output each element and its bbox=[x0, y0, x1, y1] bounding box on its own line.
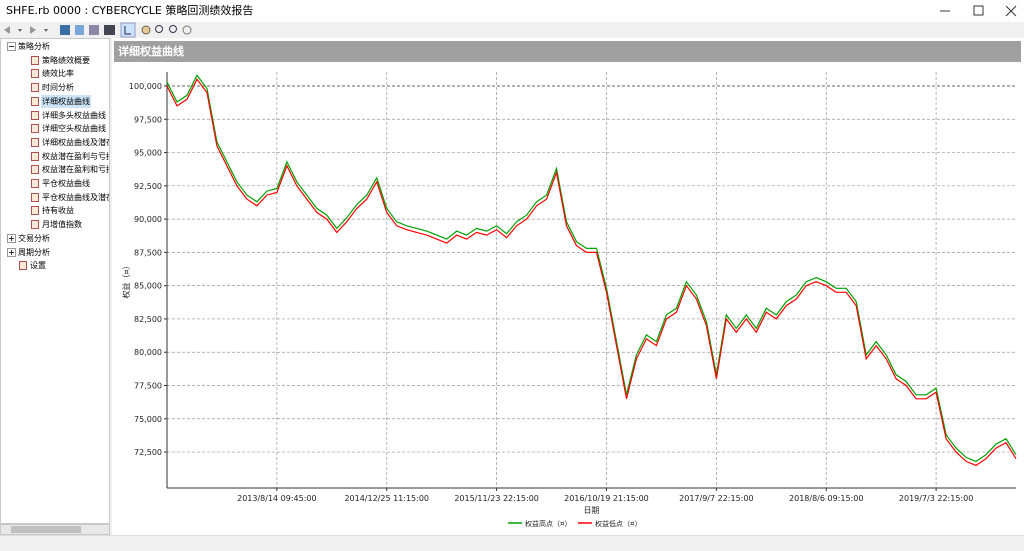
tree-label[interactable]: 详细空头权益曲线 bbox=[42, 124, 106, 134]
tree-label[interactable]: 权益潜在盈利和亏损 bbox=[42, 165, 110, 175]
x-tick-label: 2016/10/19 21:15:00 bbox=[564, 494, 649, 503]
tree-icon bbox=[7, 247, 16, 257]
tree-label[interactable]: 详细多头权益曲线 bbox=[42, 110, 106, 120]
tree-icon bbox=[31, 110, 39, 120]
title-bar: SHFE.rb 0000 : CYBERCYCLE 策略回测绩效报告 bbox=[0, 0, 1024, 22]
panel-header: 详细权益曲线 bbox=[114, 41, 1021, 62]
y-tick-label: 97,500 bbox=[134, 115, 162, 124]
toolbar[interactable] bbox=[0, 22, 1024, 38]
tree-icon bbox=[31, 55, 39, 65]
tree-icon bbox=[31, 151, 39, 161]
y-tick-label: 82,500 bbox=[134, 315, 162, 324]
y-tick-label: 87,500 bbox=[134, 248, 162, 257]
tree-icon bbox=[31, 165, 39, 175]
x-tick-label: 2015/11/23 22:15:00 bbox=[454, 494, 539, 503]
y-tick-label: 77,500 bbox=[134, 381, 162, 390]
tree-icon bbox=[7, 42, 16, 51]
tree-label[interactable]: 平仓权益曲线 bbox=[42, 179, 90, 188]
chart: 72,500 75,000 77,500 80,000 82,500 85,000 87,5… bbox=[121, 72, 1017, 528]
x-tick-label: 2014/12/25 11:15:00 bbox=[344, 494, 429, 503]
tree-label[interactable]: 平仓权益曲线及潜在 bbox=[42, 192, 110, 202]
legend-label: 权益高点（¤） bbox=[525, 519, 571, 528]
report-tree[interactable]: 策略分析策略绩效概要 绩效比率时间分析 详细权益曲线详细多头权益曲线 详细空头权益曲线… bbox=[0, 38, 110, 524]
tree-icon bbox=[31, 137, 39, 147]
tree-icon bbox=[31, 179, 39, 188]
y-axis-label: 权益（¤） bbox=[121, 261, 131, 298]
tree-label[interactable]: 设置 bbox=[30, 261, 46, 271]
y-tick-label: 72,500 bbox=[134, 448, 162, 457]
status-bar bbox=[0, 535, 1024, 551]
tree-icon bbox=[19, 261, 27, 271]
tree-icon bbox=[31, 192, 39, 202]
tree-label[interactable]: 绩效比率 bbox=[42, 69, 74, 79]
tree-label[interactable]: 详细权益曲线 bbox=[41, 94, 91, 108]
y-tick-label: 92,500 bbox=[134, 182, 162, 191]
equity-line bbox=[166, 74, 1017, 463]
tree-label[interactable]: 交易分析 bbox=[18, 233, 50, 243]
tree-icon bbox=[7, 233, 16, 243]
tree-label[interactable]: 策略绩效概要 bbox=[42, 55, 90, 65]
x-tick-label: 2017/9/7 22:15:00 bbox=[679, 494, 753, 503]
x-tick-label: 2018/8/6 09:15:00 bbox=[789, 494, 863, 503]
tree-label[interactable]: 周期分析 bbox=[18, 247, 50, 257]
tree-icon bbox=[31, 206, 39, 216]
y-tick-label: 85,000 bbox=[134, 282, 162, 291]
y-tick-label: 90,000 bbox=[134, 215, 162, 224]
tree-icon bbox=[31, 124, 39, 134]
x-axis-label: 日期 bbox=[584, 506, 600, 515]
y-tick-label: 100,000 bbox=[129, 82, 162, 91]
equity-line bbox=[166, 78, 1017, 467]
tree-label[interactable]: 权益潜在盈利与亏损 bbox=[42, 151, 110, 161]
y-tick-label: 80,000 bbox=[134, 348, 162, 357]
tree-icon bbox=[31, 69, 39, 79]
tree-label[interactable]: 时间分析 bbox=[42, 83, 74, 93]
tree-icon bbox=[31, 220, 39, 230]
scroll-thumb[interactable] bbox=[11, 526, 81, 533]
tree-label[interactable]: 详细权益曲线及潜在 bbox=[42, 137, 110, 147]
legend-label: 权益低点（¤） bbox=[595, 519, 641, 528]
scrollbar[interactable] bbox=[0, 524, 110, 535]
window-title: SHFE.rb 0000 : CYBERCYCLE 策略回测绩效报告 bbox=[6, 4, 254, 17]
y-tick-label: 95,000 bbox=[134, 149, 162, 158]
tree-label[interactable]: 持有收益 bbox=[42, 206, 74, 216]
window-controls[interactable] bbox=[930, 0, 1024, 22]
y-tick-label: 75,000 bbox=[134, 415, 162, 424]
tree-icon bbox=[31, 83, 39, 93]
tree-label[interactable]: 策略分析 bbox=[18, 42, 50, 51]
x-tick-label: 2019/7/3 22:15:00 bbox=[899, 494, 973, 503]
tree-label[interactable]: 月增值指数 bbox=[42, 220, 82, 230]
x-tick-label: 2013/8/14 09:45:00 bbox=[237, 494, 317, 503]
tree-icon bbox=[31, 96, 39, 106]
